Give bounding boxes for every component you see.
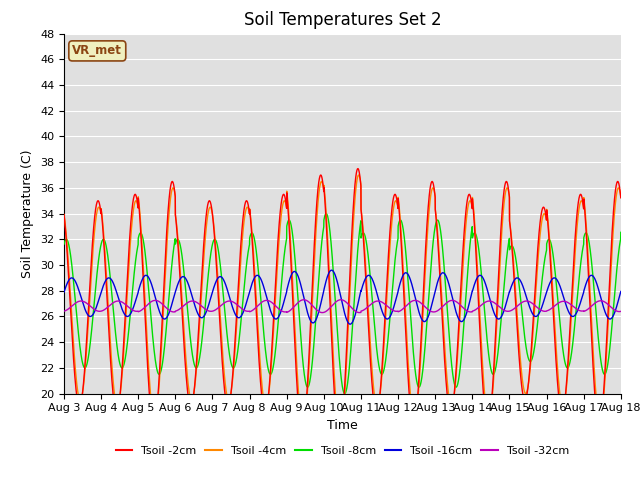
Tsoil -32cm	[468, 309, 476, 315]
Tsoil -4cm	[355, 172, 362, 178]
Tsoil -32cm	[616, 309, 624, 314]
Tsoil -8cm	[323, 211, 330, 216]
Tsoil -4cm	[160, 295, 168, 301]
Y-axis label: Soil Temperature (C): Soil Temperature (C)	[22, 149, 35, 278]
Line: Tsoil -8cm: Tsoil -8cm	[64, 214, 621, 394]
Line: Tsoil -4cm: Tsoil -4cm	[64, 175, 621, 432]
Tsoil -2cm	[322, 208, 330, 214]
Tsoil -2cm	[617, 195, 625, 201]
Tsoil -4cm	[616, 191, 624, 196]
Tsoil -4cm	[336, 429, 344, 435]
Tsoil -32cm	[499, 307, 507, 312]
Tsoil -2cm	[60, 212, 68, 217]
Tsoil -32cm	[300, 297, 308, 302]
Tsoil -8cm	[468, 229, 476, 235]
Tsoil -4cm	[436, 274, 444, 279]
Tsoil -8cm	[617, 229, 625, 235]
Tsoil -16cm	[436, 272, 444, 277]
Tsoil -4cm	[468, 201, 476, 206]
Tsoil -4cm	[499, 213, 507, 218]
Tsoil -2cm	[335, 436, 343, 442]
Tsoil -16cm	[322, 280, 330, 286]
Tsoil -32cm	[617, 309, 625, 314]
Tsoil -4cm	[322, 201, 330, 207]
Tsoil -2cm	[468, 199, 476, 204]
Tsoil -2cm	[616, 190, 624, 196]
Title: Soil Temperatures Set 2: Soil Temperatures Set 2	[244, 11, 441, 29]
Tsoil -16cm	[328, 267, 335, 273]
Tsoil -8cm	[436, 228, 444, 234]
Line: Tsoil -16cm: Tsoil -16cm	[64, 270, 621, 324]
Tsoil -16cm	[160, 316, 168, 322]
Tsoil -8cm	[322, 211, 330, 217]
Tsoil -8cm	[499, 295, 507, 300]
Tsoil -2cm	[160, 279, 168, 285]
X-axis label: Time: Time	[327, 419, 358, 432]
Tsoil -8cm	[160, 348, 168, 354]
Text: VR_met: VR_met	[72, 44, 122, 58]
Tsoil -32cm	[322, 309, 330, 314]
Legend: Tsoil -2cm, Tsoil -4cm, Tsoil -8cm, Tsoil -16cm, Tsoil -32cm: Tsoil -2cm, Tsoil -4cm, Tsoil -8cm, Tsoi…	[111, 441, 573, 460]
Line: Tsoil -2cm: Tsoil -2cm	[64, 168, 621, 439]
Line: Tsoil -32cm: Tsoil -32cm	[64, 300, 621, 312]
Tsoil -2cm	[499, 198, 507, 204]
Tsoil -8cm	[616, 238, 624, 244]
Tsoil -16cm	[616, 290, 624, 296]
Tsoil -4cm	[60, 212, 68, 217]
Tsoil -2cm	[436, 286, 444, 291]
Tsoil -32cm	[436, 306, 444, 312]
Tsoil -8cm	[60, 241, 68, 247]
Tsoil -16cm	[346, 321, 354, 327]
Tsoil -16cm	[499, 311, 507, 316]
Tsoil -2cm	[354, 166, 362, 171]
Tsoil -16cm	[60, 289, 68, 295]
Tsoil -8cm	[341, 391, 349, 396]
Tsoil -32cm	[160, 303, 168, 309]
Tsoil -16cm	[468, 292, 476, 298]
Tsoil -32cm	[60, 308, 68, 314]
Tsoil -4cm	[617, 194, 625, 200]
Tsoil -16cm	[617, 288, 625, 294]
Tsoil -32cm	[319, 310, 326, 315]
